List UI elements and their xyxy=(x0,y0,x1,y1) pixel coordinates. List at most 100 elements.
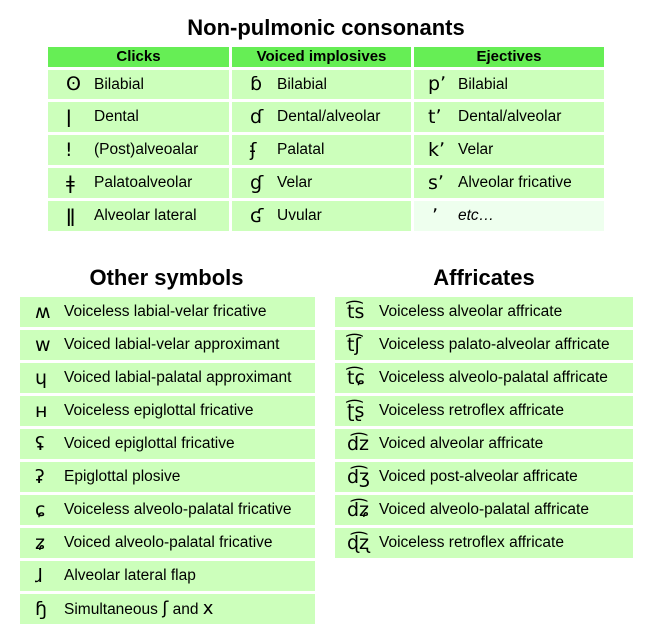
ejective-row: kʼ Velar xyxy=(414,135,604,165)
ejective-symbol: sʼ xyxy=(428,172,444,194)
affricates-title: Affricates xyxy=(433,265,535,290)
x-symbol: x xyxy=(202,598,214,619)
other-label: Voiced epiglottal fricative xyxy=(64,435,235,452)
other-label: Voiceless alveolo-palatal fricative xyxy=(64,501,292,518)
ejective-label: Bilabial xyxy=(458,76,508,93)
click-label: (Post)alveoalar xyxy=(94,141,199,158)
other-label: Voiced alveolo-palatal fricative xyxy=(64,534,273,551)
other-symbol: ɥ xyxy=(35,367,48,389)
header-clicks: Clicks xyxy=(48,47,229,67)
affricate-label: Voiceless alveolo-palatal affricate xyxy=(379,369,608,386)
implosive-row: ɓ Bilabial xyxy=(232,70,411,99)
other-label: Epiglottal plosive xyxy=(64,468,181,485)
implosive-symbol: ʄ xyxy=(250,139,257,161)
click-label: Bilabial xyxy=(94,76,144,93)
other-symbol: ʍ xyxy=(35,301,51,323)
affricate-label: Voiceless retroflex affricate xyxy=(379,402,564,419)
ejective-row: sʼ Alveolar fricative xyxy=(414,168,604,198)
other-symbol: ʜ xyxy=(35,400,48,422)
implosive-label: Palatal xyxy=(277,141,325,158)
other-label: Simultaneous ʃ and x xyxy=(64,594,213,625)
other-symbol: w xyxy=(35,334,51,356)
click-row: ʘ Bilabial xyxy=(48,70,229,99)
other-symbol: ɺ xyxy=(35,565,43,587)
affricate-row: d͡ʒ Voiced post-alveolar affricate xyxy=(335,462,633,492)
other-symbol-row: ɥ Voiced labial-palatal approximant xyxy=(20,363,315,393)
implosive-row: ɠ Velar xyxy=(232,168,411,198)
other-label: Alveolar lateral flap xyxy=(64,567,196,584)
ejective-row: tʼ Dental/alveolar xyxy=(414,102,604,132)
other-label-text: Simultaneous xyxy=(64,601,158,618)
click-symbol: ǁ xyxy=(66,205,76,227)
ejective-symbol: ʼ xyxy=(432,205,439,227)
affricate-row: t͡s Voiceless alveolar affricate xyxy=(335,297,633,327)
implosive-row: ʄ Palatal xyxy=(232,135,411,165)
ejective-symbol: pʼ xyxy=(428,73,447,95)
implosive-label: Bilabial xyxy=(277,76,327,93)
click-symbol: ǂ xyxy=(66,172,75,194)
affricate-symbol: d͡ʒ xyxy=(347,466,371,488)
implosive-symbol: ɠ xyxy=(250,172,264,194)
esh-symbol: ʃ xyxy=(162,598,169,619)
other-symbol-row: ɺ Alveolar lateral flap xyxy=(20,561,315,591)
implosive-row: ʛ Uvular xyxy=(232,201,411,231)
affricate-label: Voiced alveolar affricate xyxy=(379,435,544,452)
affricate-row: ʈ͡ʂ Voiceless retroflex affricate xyxy=(335,396,633,426)
ejective-row: ʼ etc… xyxy=(414,201,604,231)
header-ejectives: Ejectives xyxy=(414,47,604,67)
header-voiced-implosives: Voiced implosives xyxy=(232,47,411,67)
affricate-label: Voiceless palato-alveolar affricate xyxy=(379,336,610,353)
other-symbol-row: ʢ Voiced epiglottal fricative xyxy=(20,429,315,459)
affricate-row: d͡ʑ Voiced alveolo-palatal affricate xyxy=(335,495,633,525)
affricate-label: Voiced post-alveolar affricate xyxy=(379,468,578,485)
other-label: Voiced labial-palatal approximant xyxy=(64,369,292,386)
click-label: Palatoalveolar xyxy=(94,174,193,191)
click-label: Alveolar lateral xyxy=(94,207,197,224)
implosive-symbol: ɗ xyxy=(250,106,264,128)
ejective-symbol: kʼ xyxy=(428,139,446,161)
other-symbol: ɧ xyxy=(35,598,48,620)
click-symbol: ǀ xyxy=(66,106,72,128)
implosive-label: Dental/alveolar xyxy=(277,108,381,125)
click-symbol: ʘ xyxy=(66,73,81,95)
affricate-row: d͡z Voiced alveolar affricate xyxy=(335,429,633,459)
other-symbol: ʢ xyxy=(35,433,45,455)
affricate-symbol: t͡ʃ xyxy=(347,334,361,356)
implosive-symbol: ɓ xyxy=(250,73,263,95)
other-label: Voiceless epiglottal fricative xyxy=(64,402,254,419)
other-symbol: ʑ xyxy=(35,532,45,554)
affricate-symbol: t͡s xyxy=(347,301,365,323)
affricate-row: ɖ͡ʐ Voiceless retroflex affricate xyxy=(335,528,633,558)
affricate-symbol: ʈ͡ʂ xyxy=(347,400,365,422)
other-symbol-row: ɧ Simultaneous ʃ and x xyxy=(20,594,315,624)
other-symbol: ɕ xyxy=(35,499,46,521)
ejective-symbol: tʼ xyxy=(428,106,442,128)
other-symbol: ʡ xyxy=(35,466,45,488)
click-symbol: ǃ xyxy=(66,139,72,161)
click-row: ǃ (Post)alveoalar xyxy=(48,135,229,165)
affricate-symbol: t͡ɕ xyxy=(347,367,365,389)
affricate-label: Voiceless retroflex affricate xyxy=(379,534,564,551)
ejective-label: Alveolar fricative xyxy=(458,174,572,191)
other-symbols-title: Other symbols xyxy=(89,265,244,290)
click-label: Dental xyxy=(94,108,139,125)
and-text: and xyxy=(172,601,199,618)
other-symbol-row: ʡ Epiglottal plosive xyxy=(20,462,315,492)
implosive-label: Velar xyxy=(277,174,313,191)
affricate-symbol: ɖ͡ʐ xyxy=(347,532,370,554)
implosive-label: Uvular xyxy=(277,207,322,224)
ejective-label: Velar xyxy=(458,141,494,158)
other-symbol-row: ʍ Voiceless labial-velar fricative xyxy=(20,297,315,327)
click-row: ǂ Palatoalveolar xyxy=(48,168,229,198)
nonpulmonic-title: Non-pulmonic consonants xyxy=(187,15,465,40)
affricate-symbol: d͡ʑ xyxy=(347,499,370,521)
ejective-label: Dental/alveolar xyxy=(458,108,562,125)
affricate-row: t͡ɕ Voiceless alveolo-palatal affricate xyxy=(335,363,633,393)
other-label: Voiced labial-velar approximant xyxy=(64,336,280,353)
other-symbol-row: ʜ Voiceless epiglottal fricative xyxy=(20,396,315,426)
affricate-row: t͡ʃ Voiceless palato-alveolar affricate xyxy=(335,330,633,360)
implosive-symbol: ʛ xyxy=(250,205,264,227)
implosive-row: ɗ Dental/alveolar xyxy=(232,102,411,132)
affricate-label: Voiced alveolo-palatal affricate xyxy=(379,501,589,518)
other-symbol-row: ʑ Voiced alveolo-palatal fricative xyxy=(20,528,315,558)
